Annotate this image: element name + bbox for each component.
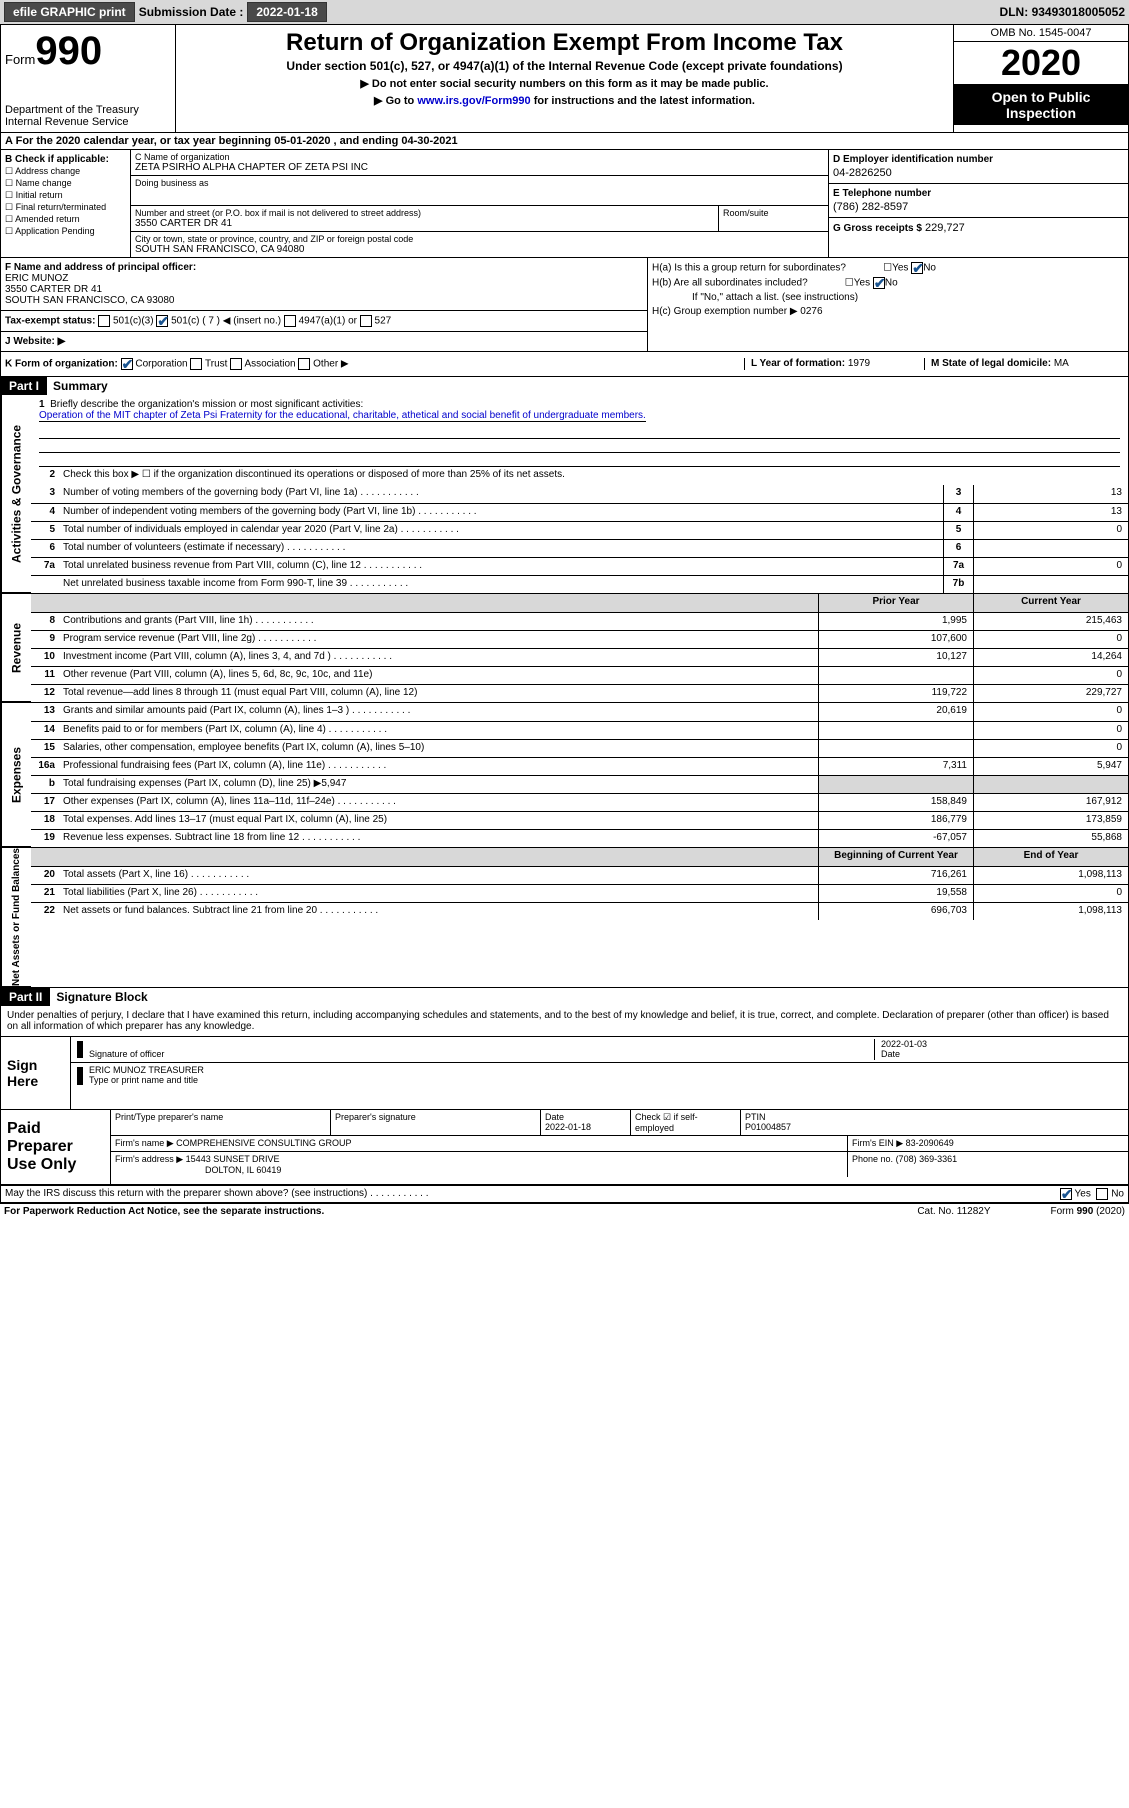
line-10: Investment income (Part VIII, column (A)… — [59, 649, 818, 666]
perjury-text: Under penalties of perjury, I declare th… — [1, 1006, 1128, 1036]
org-address: 3550 CARTER DR 41 — [135, 218, 714, 229]
header-right: OMB No. 1545-0047 2020 Open to Public In… — [953, 25, 1128, 132]
line-19: Revenue less expenses. Subtract line 18 … — [59, 830, 818, 847]
officer-name: ERIC MUNOZ TREASURER — [89, 1065, 204, 1075]
tax-exempt-status: Tax-exempt status: 501(c)(3) 501(c) ( 7 … — [1, 311, 647, 331]
form-title: Return of Organization Exempt From Incom… — [184, 29, 945, 57]
col-end: End of Year — [973, 848, 1128, 866]
box-e-phone: E Telephone number (786) 282-8597 — [829, 184, 1128, 218]
irs-link[interactable]: www.irs.gov/Form990 — [417, 95, 530, 107]
submission-date: 2022-01-18 — [247, 2, 326, 22]
open-public: Open to Public Inspection — [954, 85, 1128, 125]
box-l-year: L Year of formation: 1979 — [744, 358, 924, 370]
box-c: C Name of organization ZETA PSIRHO ALPHA… — [131, 150, 828, 257]
box-b: B Check if applicable: ☐ Address change … — [1, 150, 131, 257]
cat-number: Cat. No. 11282Y — [917, 1206, 990, 1217]
line-1: 1 Briefly describe the organization's mi… — [31, 395, 1128, 425]
submission-label: Submission Date : — [139, 5, 244, 19]
dept-treasury: Department of the Treasury Internal Reve… — [5, 104, 171, 128]
dln: DLN: 93493018005052 — [1000, 5, 1125, 19]
header-mid: Return of Organization Exempt From Incom… — [176, 25, 953, 132]
form-subtitle: Under section 501(c), 527, or 4947(a)(1)… — [184, 59, 945, 73]
line-20: Total assets (Part X, line 16) — [59, 867, 818, 884]
omb-number: OMB No. 1545-0047 — [954, 25, 1128, 42]
line-16a: Professional fundraising fees (Part IX, … — [59, 758, 818, 775]
line-9: Program service revenue (Part VIII, line… — [59, 631, 818, 648]
form-note2: ▶ Go to www.irs.gov/Form990 for instruct… — [184, 94, 945, 107]
sign-here-block: Sign Here Signature of officer 2022-01-0… — [1, 1036, 1128, 1109]
col-current-year: Current Year — [973, 594, 1128, 612]
line-6: Total number of volunteers (estimate if … — [59, 540, 943, 557]
efile-button[interactable]: efile GRAPHIC print — [4, 2, 135, 22]
line-8: Contributions and grants (Part VIII, lin… — [59, 613, 818, 630]
line-17: Other expenses (Part IX, column (A), lin… — [59, 794, 818, 811]
header-left: Form990 Department of the Treasury Inter… — [1, 25, 176, 132]
paid-preparer-block: Paid Preparer Use Only Print/Type prepar… — [1, 1109, 1128, 1186]
line-7b: Net unrelated business taxable income fr… — [59, 576, 943, 593]
col-prior-year: Prior Year — [818, 594, 973, 612]
part1-title: Summary — [47, 377, 114, 395]
org-city: SOUTH SAN FRANCISCO, CA 94080 — [135, 244, 824, 255]
col-beginning: Beginning of Current Year — [818, 848, 973, 866]
line-16b: Total fundraising expenses (Part IX, col… — [59, 776, 818, 793]
line-2: Check this box ▶ ☐ if the organization d… — [59, 467, 1128, 485]
row-a-period: A For the 2020 calendar year, or tax yea… — [1, 133, 1128, 150]
line-11: Other revenue (Part VIII, column (A), li… — [59, 667, 818, 684]
line-14: Benefits paid to or for members (Part IX… — [59, 722, 818, 739]
part2-title: Signature Block — [50, 988, 153, 1006]
box-m-state: M State of legal domicile: MA — [924, 358, 1124, 370]
line-7a: Total unrelated business revenue from Pa… — [59, 558, 943, 575]
box-h: H(a) Is this a group return for subordin… — [648, 258, 1128, 351]
line-3: Number of voting members of the governin… — [59, 485, 943, 503]
box-k-form-org: K Form of organization: Corporation Trus… — [5, 358, 744, 370]
topbar: efile GRAPHIC print Submission Date : 20… — [0, 0, 1129, 24]
line-12: Total revenue—add lines 8 through 11 (mu… — [59, 685, 818, 702]
line-5: Total number of individuals employed in … — [59, 522, 943, 539]
line-15: Salaries, other compensation, employee b… — [59, 740, 818, 757]
line-4: Number of independent voting members of … — [59, 504, 943, 521]
box-d-ein: D Employer identification number 04-2826… — [829, 150, 1128, 184]
firm-name: COMPREHENSIVE CONSULTING GROUP — [176, 1138, 351, 1148]
form-990: Form990 Department of the Treasury Inter… — [0, 24, 1129, 1203]
side-revenue: Revenue — [1, 594, 31, 702]
discuss-preparer: May the IRS discuss this return with the… — [5, 1188, 429, 1200]
pra-notice: For Paperwork Reduction Act Notice, see … — [4, 1206, 324, 1217]
tax-year: 2020 — [954, 42, 1128, 85]
form-note1: ▶ Do not enter social security numbers o… — [184, 77, 945, 90]
mission-text: Operation of the MIT chapter of Zeta Psi… — [39, 410, 646, 422]
form-number-footer: Form 990 (2020) — [1051, 1206, 1125, 1217]
box-j-website: J Website: ▶ — [1, 331, 647, 351]
side-expenses: Expenses — [1, 703, 31, 847]
part2-header: Part II — [1, 988, 50, 1006]
box-f-officer: F Name and address of principal officer:… — [1, 258, 647, 311]
line-22: Net assets or fund balances. Subtract li… — [59, 903, 818, 920]
line-21: Total liabilities (Part X, line 26) — [59, 885, 818, 902]
line-18: Total expenses. Add lines 13–17 (must eq… — [59, 812, 818, 829]
line-13: Grants and similar amounts paid (Part IX… — [59, 703, 818, 721]
side-governance: Activities & Governance — [1, 395, 31, 593]
box-g-receipts: G Gross receipts $ 229,727 — [829, 218, 1128, 238]
side-net-assets: Net Assets or Fund Balances — [1, 848, 31, 987]
org-name: ZETA PSIRHO ALPHA CHAPTER OF ZETA PSI IN… — [135, 162, 824, 173]
part1-header: Part I — [1, 377, 47, 395]
